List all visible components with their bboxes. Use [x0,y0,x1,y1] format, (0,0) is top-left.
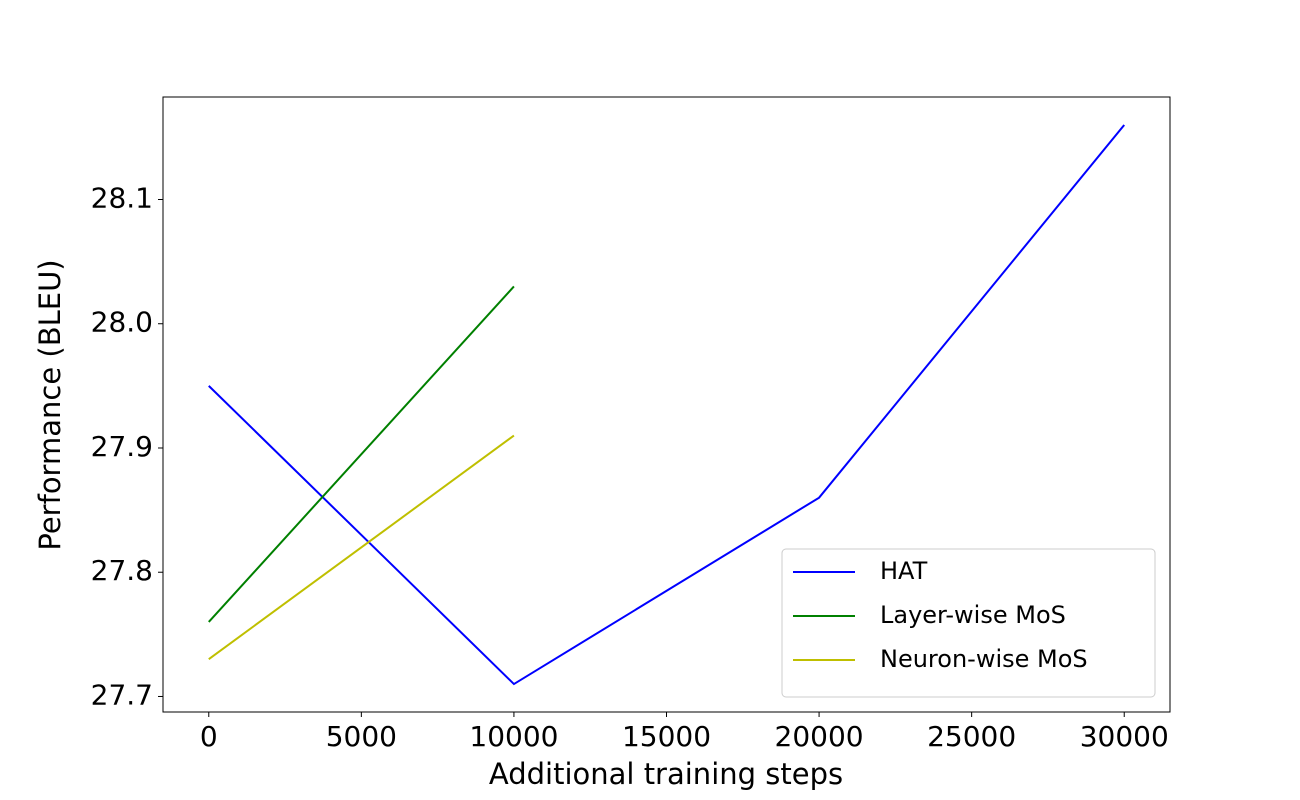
x-tick-label: 10000 [469,720,558,753]
x-axis-label: Additional training steps [489,757,843,791]
x-tick-label: 0 [200,720,218,753]
y-tick-label: 28.1 [91,182,153,215]
y-axis-label: Performance (BLEU) [33,259,67,550]
legend-label: Layer-wise MoS [880,601,1066,629]
y-tick-label: 28.0 [91,306,153,339]
x-tick-label: 20000 [775,720,864,753]
series-line [208,285,515,623]
legend-label: Neuron-wise MoS [880,645,1088,673]
legend-label: HAT [880,557,928,585]
plot-frame [162,96,1171,713]
series-line [208,124,1126,686]
legend-box [781,548,1156,698]
x-tick-label: 15000 [622,720,711,753]
y-tick-label: 27.8 [91,554,153,587]
x-tick-label: 25000 [927,720,1016,753]
y-tick-label: 27.7 [91,678,153,711]
legend: HAT Layer-wise MoS Neuron-wise MoS [781,548,1156,698]
x-tick-label: 5000 [326,720,397,753]
x-tick-label: 30000 [1080,720,1169,753]
y-tick-label: 27.9 [91,430,153,463]
series-line [208,434,515,661]
